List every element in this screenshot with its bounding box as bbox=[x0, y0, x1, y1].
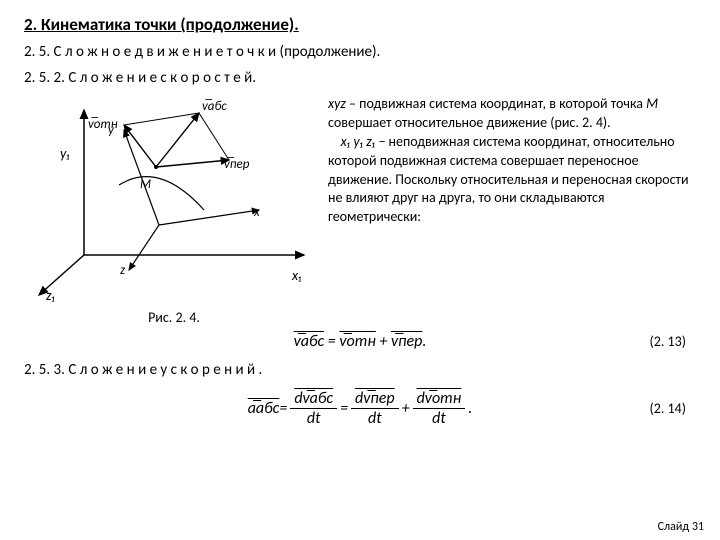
eq213-dot: . bbox=[422, 332, 426, 351]
eq213-plus: + bbox=[376, 332, 391, 351]
eq213-eq: = bbox=[324, 332, 339, 351]
axis-z1-label: z₁ bbox=[46, 287, 55, 304]
eq214-frac2: dv̅пер dt bbox=[351, 389, 399, 428]
eq213-lhs: v̅абс bbox=[294, 332, 325, 351]
axis-y1-label: y₁ bbox=[60, 145, 70, 162]
equation-2-14: a̅абс = dv̅абс dt = dv̅пер dt + dv̅отн d… bbox=[24, 389, 696, 428]
eq214-eq2: = bbox=[340, 399, 348, 418]
eq214-eq: = bbox=[279, 399, 287, 418]
eq213-t2: v̅пер bbox=[391, 332, 422, 351]
point-m-label: M bbox=[140, 177, 151, 192]
vper-label: v̅пер bbox=[224, 157, 249, 172]
axes-x1y1z1: x₁ y₁ z₁ − bbox=[341, 133, 386, 150]
eq214-dot: . bbox=[468, 399, 472, 418]
section-2-5: 2. 5. С л о ж н о е д в и ж е н и е т о … bbox=[24, 43, 696, 61]
axis-x1-label: x₁ bbox=[292, 267, 302, 284]
slide-number: Слайд 31 bbox=[658, 520, 704, 534]
section-2-5-3: 2. 5. 3. С л о ж е н и е у с к о р е н и… bbox=[24, 361, 696, 379]
figure-column: y₁ x₁ z₁ y x z M v̅отн v̅абс v̅пер Рис. … bbox=[24, 95, 324, 326]
para-t2: – подвижная система координат, в которой… bbox=[346, 95, 646, 112]
equation-2-13: v̅абс = v̅отн + v̅пер. (2. 13) bbox=[24, 332, 696, 351]
axis-z-label: z bbox=[120, 263, 125, 278]
axis-x-label: x bbox=[254, 205, 260, 220]
xyz-text: xyz bbox=[328, 95, 346, 112]
vabs-label: v̅абс bbox=[202, 99, 227, 114]
figure-caption: Рис. 2. 4. bbox=[24, 309, 324, 326]
eq214-plus: + bbox=[402, 399, 410, 418]
paragraph: xyz – подвижная система координат, в кот… bbox=[324, 95, 696, 326]
para-t4: совершает относительное движение (рис. 2… bbox=[328, 114, 611, 131]
eq213-t1: v̅отн bbox=[339, 332, 375, 351]
eq214-number: (2. 14) bbox=[650, 400, 686, 417]
m-text: M bbox=[646, 95, 658, 112]
eq214-frac1: dv̅абс dt bbox=[290, 389, 337, 428]
votn-label: v̅отн bbox=[88, 117, 118, 132]
eq213-number: (2. 13) bbox=[650, 333, 686, 350]
section-2-5-2: 2. 5. 2. С л о ж е н и е с к о р о с т е… bbox=[24, 69, 696, 87]
page-title: 2. Кинематика точки (продолжение). bbox=[24, 14, 696, 35]
figure-2-4 bbox=[24, 95, 324, 305]
eq214-frac3: dv̅отн dt bbox=[413, 389, 466, 428]
eq214-lhs: a̅абс bbox=[248, 399, 280, 418]
